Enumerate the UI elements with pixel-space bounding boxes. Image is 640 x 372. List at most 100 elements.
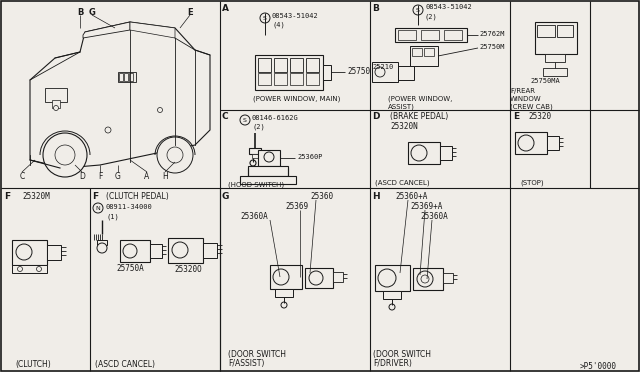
Text: (CLUTCH PEDAL): (CLUTCH PEDAL): [106, 192, 169, 201]
Text: (HOOD SWITCH): (HOOD SWITCH): [228, 182, 284, 189]
Circle shape: [389, 304, 395, 310]
Bar: [410, 46, 438, 66]
Bar: [118, 72, 136, 82]
Circle shape: [36, 266, 42, 272]
Text: F/DRIVER): F/DRIVER): [373, 359, 412, 368]
Circle shape: [260, 13, 270, 23]
Bar: [240, 176, 296, 184]
Text: (POWER WINDOW, MAIN): (POWER WINDOW, MAIN): [253, 96, 340, 103]
Text: (ASCD CANCEL): (ASCD CANCEL): [375, 179, 429, 186]
Bar: [440, 146, 452, 160]
Text: (CLUTCH): (CLUTCH): [15, 360, 51, 369]
Bar: [383, 291, 401, 299]
Circle shape: [411, 145, 427, 161]
Text: (DOOR SWITCH: (DOOR SWITCH: [228, 350, 286, 359]
Text: F/REAR: F/REAR: [510, 88, 535, 94]
Circle shape: [518, 135, 534, 151]
Text: S: S: [263, 16, 267, 20]
Circle shape: [240, 115, 250, 125]
Bar: [12, 240, 47, 265]
Bar: [535, 22, 577, 54]
Circle shape: [250, 160, 256, 166]
Text: A: A: [222, 4, 229, 13]
Bar: [97, 240, 107, 245]
Circle shape: [417, 271, 433, 287]
Text: (2): (2): [252, 124, 265, 131]
Text: B: B: [77, 8, 83, 17]
Circle shape: [54, 106, 58, 110]
Text: (BRAKE PEDAL): (BRAKE PEDAL): [390, 112, 448, 121]
Bar: [290, 73, 303, 85]
Circle shape: [123, 244, 137, 258]
Circle shape: [157, 137, 193, 173]
Polygon shape: [130, 22, 175, 38]
Circle shape: [309, 271, 323, 285]
Text: (DOOR SWITCH: (DOOR SWITCH: [373, 350, 431, 359]
Text: 25210: 25210: [372, 64, 393, 70]
Bar: [258, 150, 280, 166]
Circle shape: [17, 266, 22, 272]
Text: H: H: [372, 192, 380, 201]
Text: D: D: [372, 112, 380, 121]
Circle shape: [43, 133, 87, 177]
Text: S: S: [243, 118, 247, 122]
Bar: [274, 73, 287, 85]
Circle shape: [413, 5, 423, 15]
Bar: [52, 100, 60, 108]
Bar: [270, 265, 302, 289]
Bar: [547, 136, 559, 150]
Circle shape: [16, 244, 32, 260]
Bar: [395, 28, 467, 42]
Circle shape: [378, 269, 396, 287]
Text: G: G: [222, 192, 229, 201]
Text: 25750MA: 25750MA: [530, 78, 560, 84]
Text: B: B: [372, 4, 379, 13]
Circle shape: [97, 243, 107, 253]
Text: (ASCD CANCEL): (ASCD CANCEL): [95, 360, 155, 369]
Bar: [305, 268, 333, 288]
Text: 25360+A: 25360+A: [395, 192, 428, 201]
Text: (1): (1): [106, 213, 119, 219]
Bar: [120, 240, 150, 262]
Text: 25320O: 25320O: [174, 265, 202, 274]
Bar: [168, 238, 203, 263]
Bar: [129, 73, 133, 81]
Text: (2): (2): [425, 13, 438, 19]
Text: 25360P: 25360P: [297, 154, 323, 160]
Bar: [124, 73, 128, 81]
Circle shape: [55, 145, 75, 165]
Text: S: S: [416, 7, 420, 13]
Text: (POWER WINDOW,: (POWER WINDOW,: [388, 96, 452, 103]
Bar: [413, 268, 443, 290]
Text: E: E: [513, 112, 519, 121]
Circle shape: [281, 302, 287, 308]
Text: C: C: [19, 172, 24, 181]
Bar: [275, 289, 293, 297]
Text: (STOP): (STOP): [520, 179, 543, 186]
Text: 25320: 25320: [528, 112, 551, 121]
Bar: [421, 30, 439, 40]
Bar: [248, 166, 288, 176]
Bar: [515, 132, 547, 154]
Circle shape: [93, 203, 103, 213]
Text: 25320M: 25320M: [22, 192, 50, 201]
Text: H: H: [162, 172, 168, 181]
Text: 25750: 25750: [347, 67, 370, 76]
Text: 08543-51042: 08543-51042: [425, 4, 472, 10]
Circle shape: [167, 147, 183, 163]
Text: C: C: [222, 112, 228, 121]
Bar: [372, 62, 398, 82]
Circle shape: [273, 269, 289, 285]
Bar: [412, 48, 422, 56]
Text: F: F: [98, 172, 102, 181]
Bar: [323, 65, 331, 80]
Text: 25320N: 25320N: [390, 122, 418, 131]
Text: (4): (4): [272, 22, 285, 29]
Text: 25762M: 25762M: [479, 31, 504, 37]
Circle shape: [421, 275, 429, 283]
Polygon shape: [30, 22, 210, 168]
Bar: [274, 58, 287, 72]
Bar: [443, 273, 453, 283]
Bar: [150, 244, 162, 258]
Bar: [12, 265, 47, 273]
